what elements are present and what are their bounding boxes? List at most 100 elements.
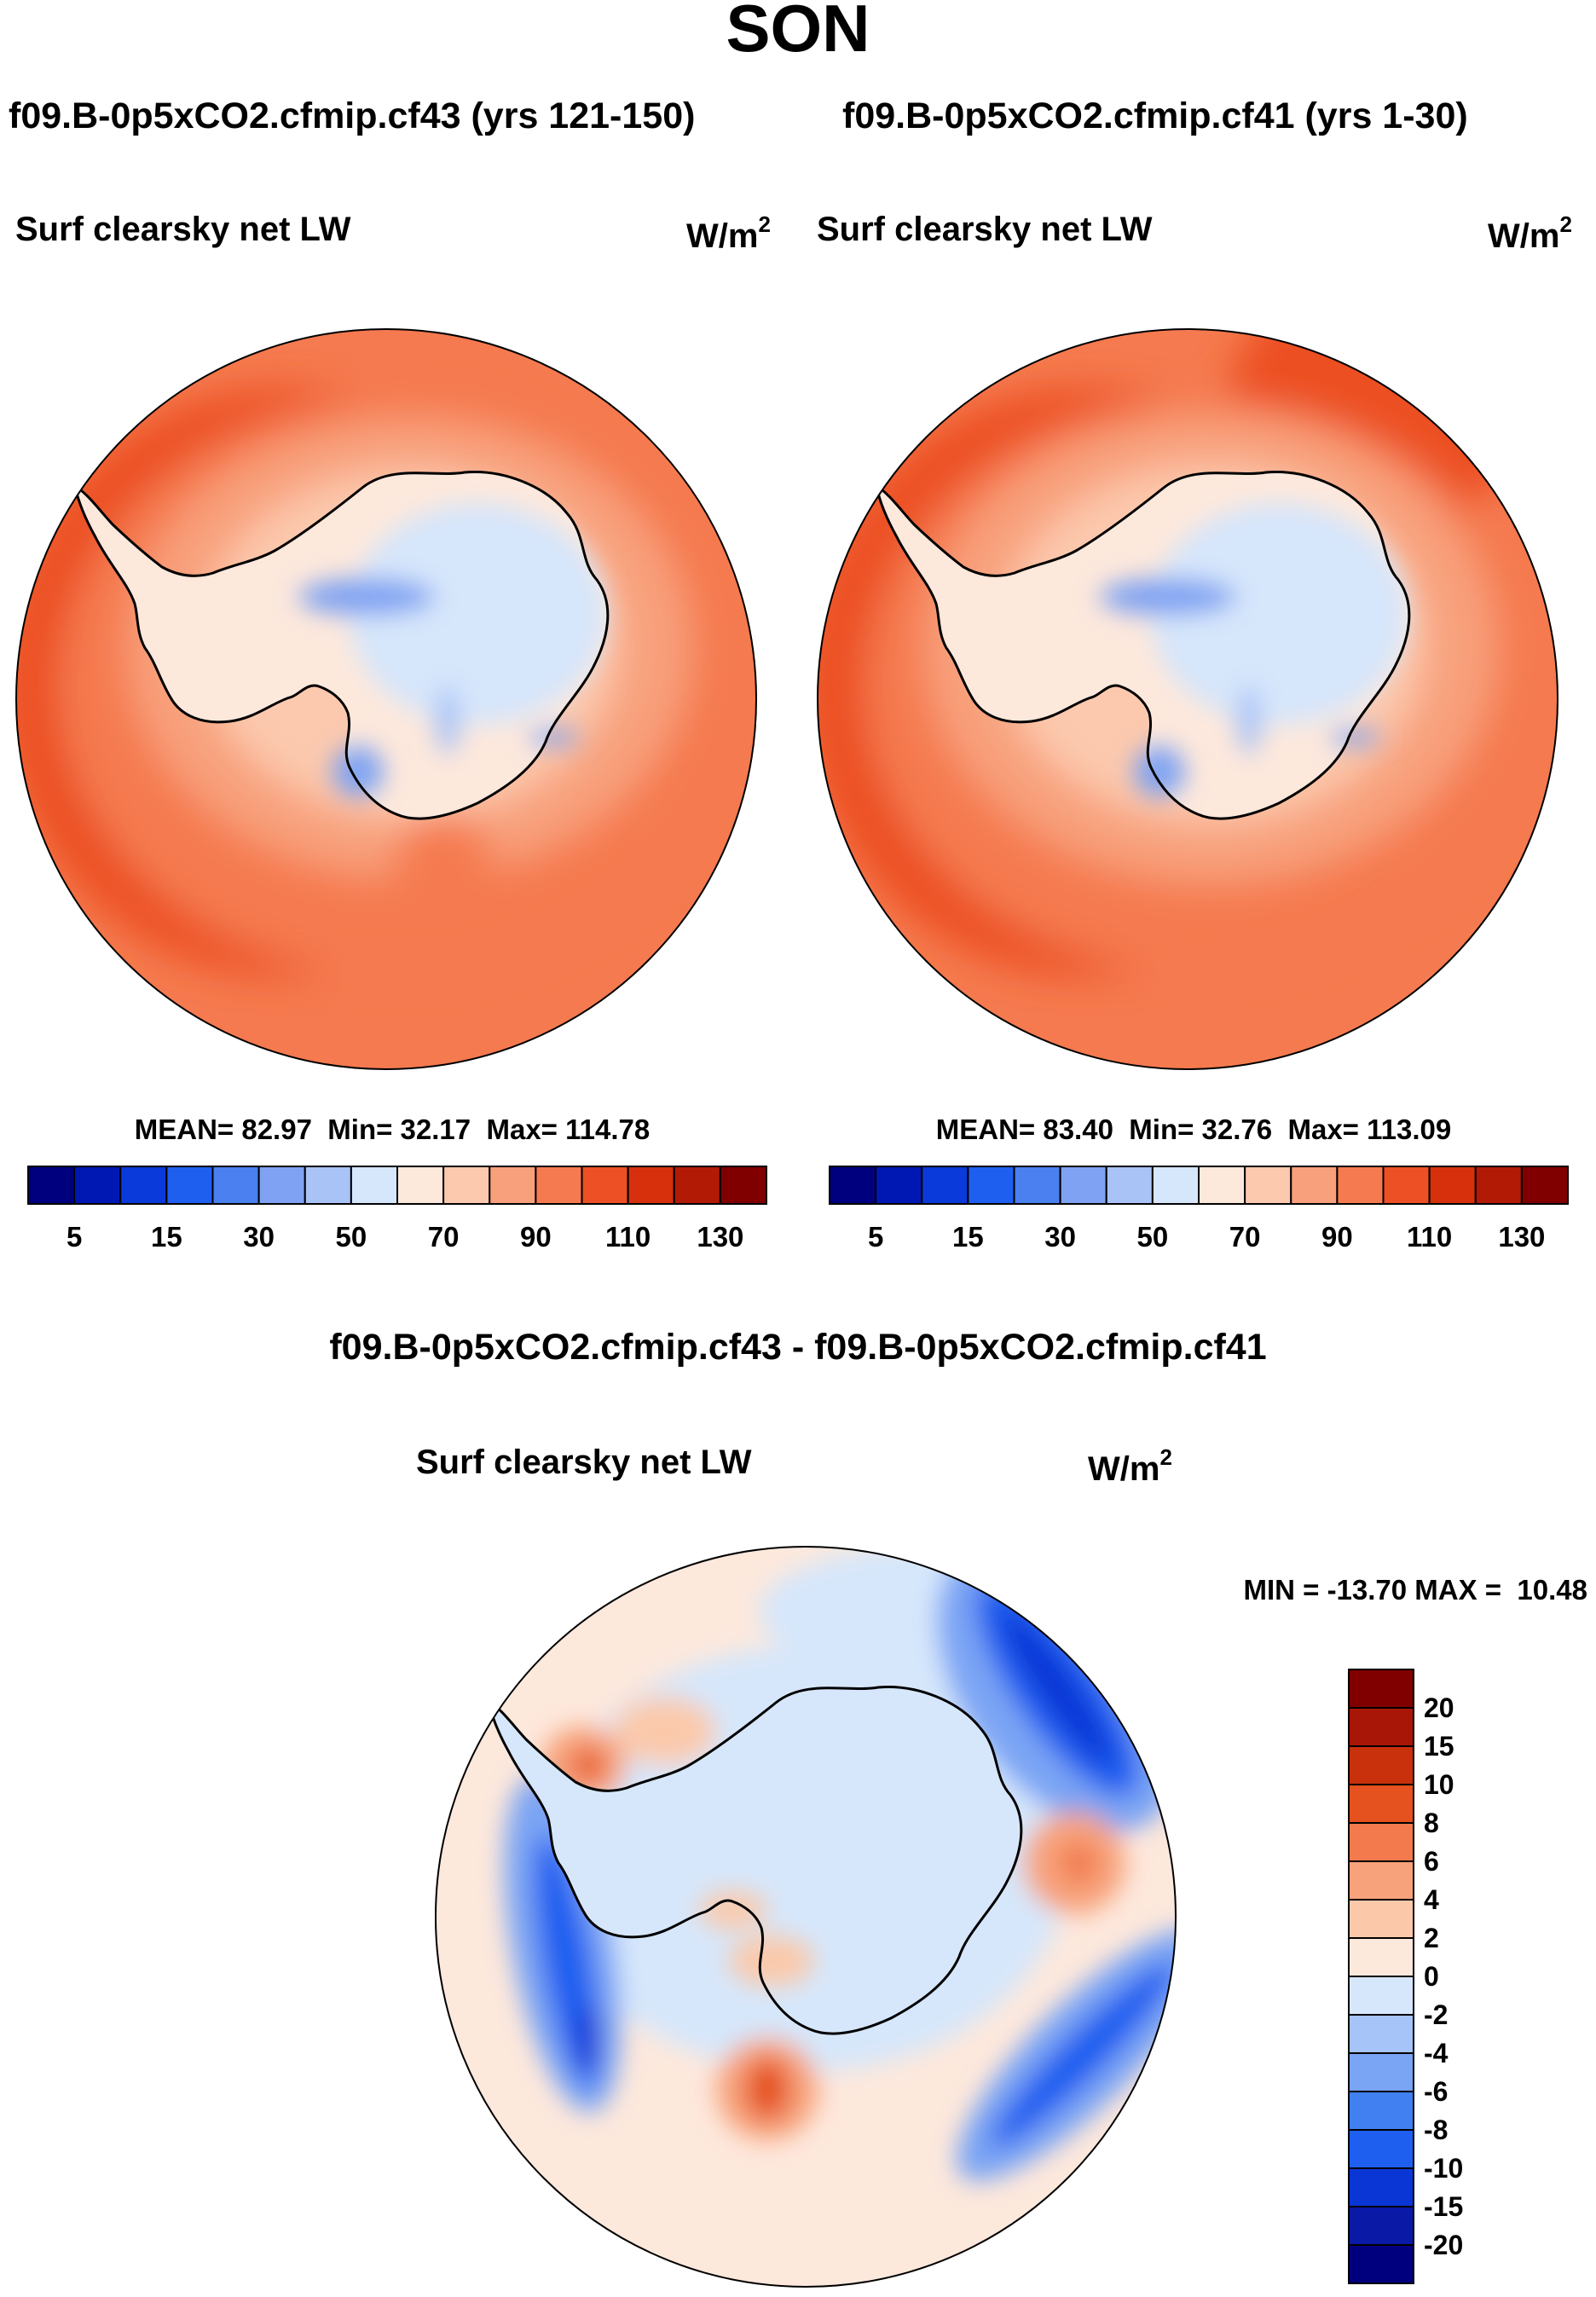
diff-colorbar-tick-label: 6 xyxy=(1424,1846,1439,1877)
diff-colorbar-box-3 xyxy=(1348,1784,1414,1824)
diff-colorbar-box-2 xyxy=(1348,1745,1414,1785)
panel-a-colorbar-box-0 xyxy=(27,1166,76,1205)
panel-a-colorbar-box-6 xyxy=(304,1166,352,1205)
panel-b-colorbar: 5 15 30 50 70 90 110 130 xyxy=(829,1166,1569,1253)
diff-colorbar-tick-label: 15 xyxy=(1424,1731,1454,1762)
panel-a-max-label: Max= xyxy=(486,1114,557,1145)
diff-minmax: MIN = -13.70 MAX = 10.48 xyxy=(1243,1574,1587,1606)
diff-title: f09.B-0p5xCO2.cfmip.cf43 - f09.B-0p5xCO2… xyxy=(329,1327,1266,1368)
panel-b-colorbar-box-7 xyxy=(1151,1166,1200,1205)
panel-a-colorbar-box-5 xyxy=(257,1166,306,1205)
panel-a-colorbar-tick-label: 70 xyxy=(428,1221,460,1253)
diff-units: W/m2 xyxy=(1088,1444,1172,1488)
diff-colorbar-box-1 xyxy=(1348,1707,1414,1747)
diff-colorbar-tick-label: -10 xyxy=(1424,2153,1463,2184)
panel-b-colorbar-tick-label: 110 xyxy=(1407,1221,1452,1253)
panel-b-colorbar-box-2 xyxy=(921,1166,969,1205)
panel-a-colorbar-tick-label: 130 xyxy=(697,1221,743,1253)
panel-b-colorbar-box-6 xyxy=(1105,1166,1154,1205)
panel-b-units-base: W/m xyxy=(1488,217,1559,255)
panel-a-colorbar-box-7 xyxy=(350,1166,398,1205)
diff-colorbar-box-15 xyxy=(1348,2244,1414,2284)
panel-a-colorbar-box-1 xyxy=(73,1166,122,1205)
panel-b-colorbar-box-8 xyxy=(1198,1166,1246,1205)
diff-variable: Surf clearsky net LW xyxy=(416,1444,752,1481)
panel-a-max-value: 114.78 xyxy=(565,1114,650,1145)
diff-colorbar-box-0 xyxy=(1348,1669,1414,1709)
panel-b-units-exp: 2 xyxy=(1559,211,1571,237)
panel-a-units: W/m2 xyxy=(686,211,771,255)
panel-b-units: W/m2 xyxy=(1488,211,1572,255)
diff-colorbar-tick-label: 20 xyxy=(1424,1692,1454,1723)
panel-b-colorbar-box-13 xyxy=(1428,1166,1477,1205)
diff-colorbar-tick-label: -20 xyxy=(1424,2230,1463,2260)
panel-a-colorbar-box-13 xyxy=(627,1166,675,1205)
panel-a-colorbar-box-9 xyxy=(442,1166,491,1205)
panel-a-colorbar-box-14 xyxy=(673,1166,721,1205)
diff-units-base: W/m xyxy=(1088,1450,1159,1488)
diff-colorbar-box-4 xyxy=(1348,1822,1414,1862)
panel-b-variable: Surf clearsky net LW xyxy=(817,211,1153,248)
panel-a-variable: Surf clearsky net LW xyxy=(15,211,351,248)
diff-map xyxy=(436,1547,1176,2287)
panel-b-colorbar-box-4 xyxy=(1013,1166,1061,1205)
panel-a-map xyxy=(16,329,756,1069)
diff-colorbar-tick-label: 0 xyxy=(1424,1961,1439,1992)
panel-b-colorbar-tick-label: 130 xyxy=(1498,1221,1545,1253)
panel-a-colorbar-box-12 xyxy=(581,1166,629,1205)
panel-b: f09.B-0p5xCO2.cfmip.cf41 (yrs 1-30) Surf… xyxy=(817,95,1572,1253)
diff-colorbar-tick-label: -8 xyxy=(1424,2115,1448,2145)
panel-a-colorbar-box-4 xyxy=(211,1166,260,1205)
panel-b-colorbar-box-3 xyxy=(967,1166,1015,1205)
diff-colorbar-box-11 xyxy=(1348,2091,1414,2131)
panel-b-colorbar-tick-label: 50 xyxy=(1137,1221,1169,1253)
diff-colorbar-tick-label: 2 xyxy=(1424,1923,1439,1953)
panel-b-colorbar-box-9 xyxy=(1244,1166,1292,1205)
panel-a-colorbar-tick-label: 50 xyxy=(336,1221,367,1253)
panel-b-colorbar-tick-label: 90 xyxy=(1321,1221,1353,1253)
diff-colorbar-tick-label: -2 xyxy=(1424,1999,1448,2030)
diff-units-exp: 2 xyxy=(1159,1444,1171,1470)
panel-a-min-label: Min= xyxy=(327,1114,392,1145)
panel-b-mean-value: 83.40 xyxy=(1043,1114,1113,1145)
diff-colorbar-box-6 xyxy=(1348,1899,1414,1939)
diff-colorbar-box-7 xyxy=(1348,1937,1414,1977)
diff-colorbar-box-5 xyxy=(1348,1860,1414,1901)
panel-b-max-label: Max= xyxy=(1287,1114,1358,1145)
panel-b-min-label: Min= xyxy=(1129,1114,1194,1145)
panel-a-colorbar-box-2 xyxy=(119,1166,168,1205)
panel-a-colorbar-box-8 xyxy=(396,1166,445,1205)
diff-colorbar-tick-label: 10 xyxy=(1424,1769,1454,1800)
panel-a-min-value: 32.17 xyxy=(401,1114,471,1145)
diff-colorbar-box-9 xyxy=(1348,2014,1414,2054)
panel-a-colorbar-box-11 xyxy=(535,1166,583,1205)
panel-b-stats: MEAN= 83.40 Min= 32.76 Max= 113.09 xyxy=(936,1114,1452,1145)
panel-b-case-title: f09.B-0p5xCO2.cfmip.cf41 (yrs 1-30) xyxy=(842,95,1468,136)
panel-a-colorbar: 5 15 30 50 70 90 110 130 xyxy=(27,1166,767,1253)
panel-a-colorbar-tick-label: 5 xyxy=(66,1221,82,1253)
panel-a-colorbar-tick-label: 15 xyxy=(151,1221,182,1253)
panel-a-colorbar-box-3 xyxy=(165,1166,214,1205)
diff-colorbar-tick-label: -6 xyxy=(1424,2076,1448,2107)
diff-colorbar-box-14 xyxy=(1348,2206,1414,2246)
panel-a-map-border xyxy=(15,328,757,1070)
panel-b-mean-label: MEAN= xyxy=(936,1114,1035,1145)
panel-b-colorbar-box-0 xyxy=(829,1166,877,1205)
figure-title: SON xyxy=(726,0,870,66)
panel-b-colorbar-box-14 xyxy=(1474,1166,1523,1205)
panel-b-colorbar-tick-label: 30 xyxy=(1044,1221,1076,1253)
panel-a-colorbar-tick-label: 30 xyxy=(243,1221,275,1253)
panel-b-colorbar-tick-label: 15 xyxy=(952,1221,984,1253)
panel-a-case-title: f09.B-0p5xCO2.cfmip.cf43 (yrs 121-150) xyxy=(9,95,695,136)
panel-b-colorbar-box-10 xyxy=(1290,1166,1339,1205)
diff-colorbar-tick-label: 4 xyxy=(1424,1884,1439,1915)
panel-diff: f09.B-0p5xCO2.cfmip.cf43 - f09.B-0p5xCO2… xyxy=(329,1327,1587,2288)
panel-b-map-border xyxy=(817,328,1558,1070)
panel-b-colorbar-box-11 xyxy=(1336,1166,1385,1205)
panel-a-colorbar-box-15 xyxy=(719,1166,767,1205)
diff-colorbar-box-13 xyxy=(1348,2167,1414,2207)
diff-colorbar-tick-label: 8 xyxy=(1424,1808,1439,1838)
panel-b-colorbar-box-12 xyxy=(1382,1166,1431,1205)
panel-a-colorbar-tick-label: 110 xyxy=(605,1221,651,1253)
